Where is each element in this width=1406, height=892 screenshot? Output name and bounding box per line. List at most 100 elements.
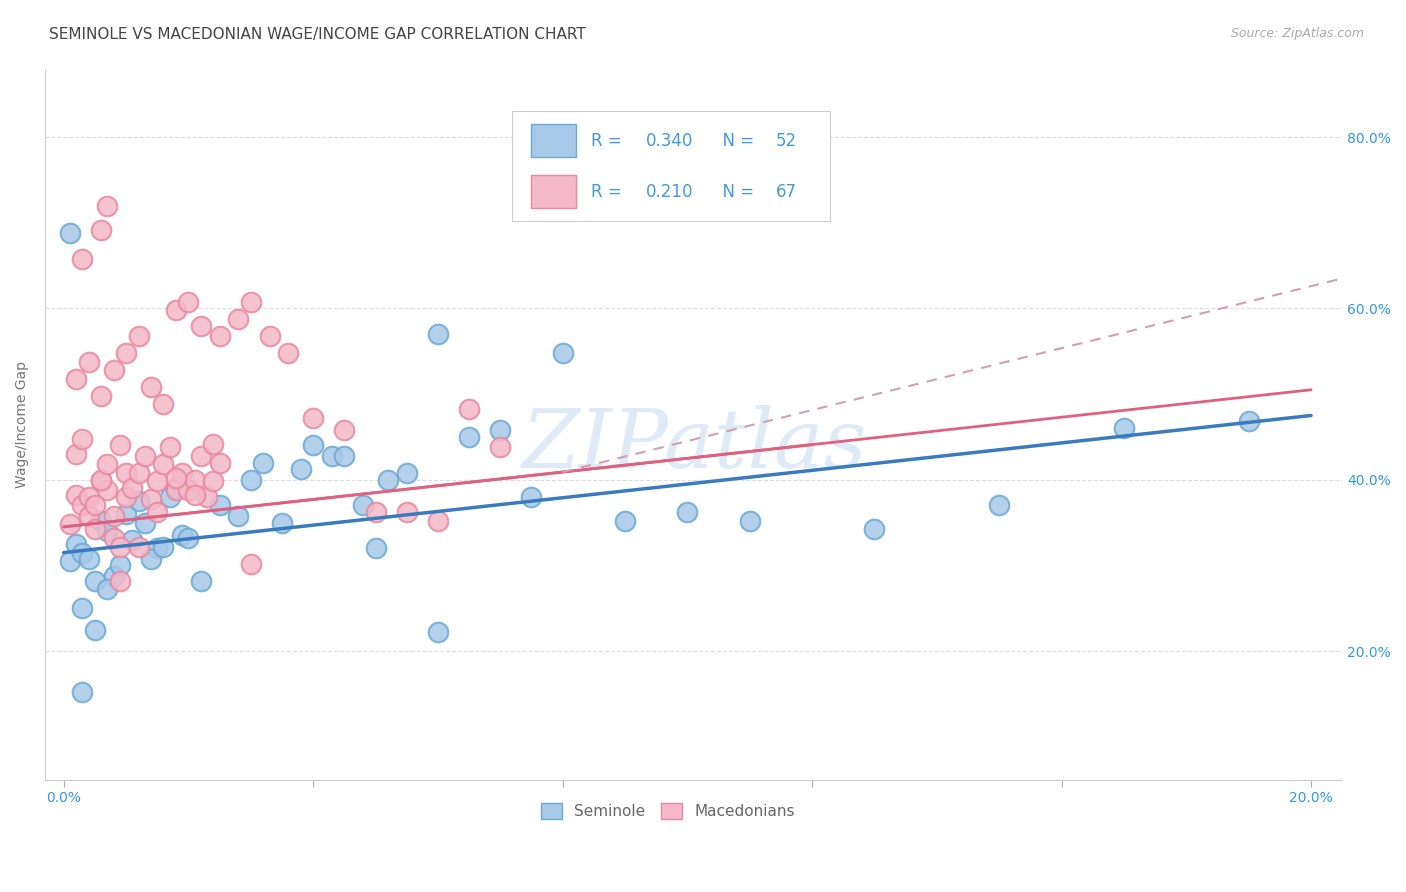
Point xyxy=(121,533,143,547)
Point xyxy=(489,423,512,437)
Point xyxy=(83,623,105,637)
Point xyxy=(103,531,125,545)
Point xyxy=(152,540,174,554)
Point xyxy=(228,311,250,326)
Point xyxy=(489,440,512,454)
Point xyxy=(139,551,162,566)
Point xyxy=(202,475,225,489)
Point xyxy=(103,508,125,523)
Point xyxy=(128,328,150,343)
Point xyxy=(172,528,194,542)
Point xyxy=(146,475,169,489)
Point xyxy=(395,505,418,519)
Point xyxy=(177,531,200,545)
Point xyxy=(152,458,174,472)
Point xyxy=(1237,415,1260,429)
Point xyxy=(458,402,481,417)
Point xyxy=(90,475,112,489)
Point xyxy=(321,449,343,463)
Point xyxy=(72,432,94,446)
Point xyxy=(108,540,131,554)
Point xyxy=(115,346,138,360)
Point xyxy=(77,354,100,368)
Point xyxy=(159,440,181,454)
Point xyxy=(863,523,886,537)
Point xyxy=(172,466,194,480)
Point xyxy=(139,491,162,506)
Point xyxy=(208,499,231,513)
Point xyxy=(77,490,100,504)
Point xyxy=(128,494,150,508)
Point xyxy=(134,516,156,530)
Point xyxy=(96,582,118,597)
Point xyxy=(77,551,100,566)
Point xyxy=(177,483,200,497)
Point xyxy=(134,449,156,463)
Point xyxy=(90,389,112,403)
Point xyxy=(190,449,212,463)
Point xyxy=(121,481,143,495)
Point xyxy=(65,488,87,502)
Point xyxy=(228,508,250,523)
Point xyxy=(159,490,181,504)
Point xyxy=(65,372,87,386)
Point xyxy=(83,574,105,588)
Point xyxy=(72,685,94,699)
Text: SEMINOLE VS MACEDONIAN WAGE/INCOME GAP CORRELATION CHART: SEMINOLE VS MACEDONIAN WAGE/INCOME GAP C… xyxy=(49,27,586,42)
Y-axis label: Wage/Income Gap: Wage/Income Gap xyxy=(15,360,30,488)
Point xyxy=(520,490,543,504)
Point xyxy=(333,449,356,463)
Point xyxy=(183,488,205,502)
Point xyxy=(290,462,312,476)
Point xyxy=(426,514,449,528)
Point xyxy=(59,554,82,568)
Point xyxy=(108,558,131,573)
Point xyxy=(302,438,325,452)
Point xyxy=(103,568,125,582)
Point xyxy=(146,541,169,556)
Point xyxy=(90,473,112,487)
Point xyxy=(128,540,150,554)
Point xyxy=(90,222,112,236)
Point xyxy=(165,471,187,485)
Point xyxy=(115,507,138,521)
Point xyxy=(65,447,87,461)
Point xyxy=(72,601,94,615)
Point xyxy=(183,473,205,487)
Point xyxy=(426,327,449,342)
Point xyxy=(83,523,105,537)
Point xyxy=(676,505,699,519)
Point xyxy=(208,456,231,470)
Point xyxy=(128,466,150,480)
Point xyxy=(96,483,118,497)
Point xyxy=(108,438,131,452)
Point xyxy=(426,625,449,640)
Point xyxy=(108,574,131,588)
Point xyxy=(139,380,162,394)
Point xyxy=(177,294,200,309)
Point xyxy=(364,505,387,519)
Point xyxy=(115,466,138,480)
Point xyxy=(59,517,82,532)
Point xyxy=(96,458,118,472)
Point xyxy=(614,514,637,528)
Point xyxy=(59,226,82,240)
Point xyxy=(90,514,112,528)
Point xyxy=(115,490,138,504)
Point xyxy=(364,541,387,556)
Point xyxy=(96,524,118,538)
Legend: Seminole, Macedonians: Seminole, Macedonians xyxy=(534,797,801,825)
Point xyxy=(195,490,218,504)
Point xyxy=(72,499,94,513)
Point xyxy=(165,481,187,495)
Point xyxy=(72,545,94,559)
Point xyxy=(96,198,118,212)
Point xyxy=(988,499,1011,513)
Text: ZIPatlas: ZIPatlas xyxy=(520,405,866,485)
Point xyxy=(239,557,262,571)
Point xyxy=(271,516,294,530)
Point xyxy=(190,574,212,588)
Point xyxy=(208,328,231,343)
Point xyxy=(302,411,325,425)
Point xyxy=(103,363,125,377)
